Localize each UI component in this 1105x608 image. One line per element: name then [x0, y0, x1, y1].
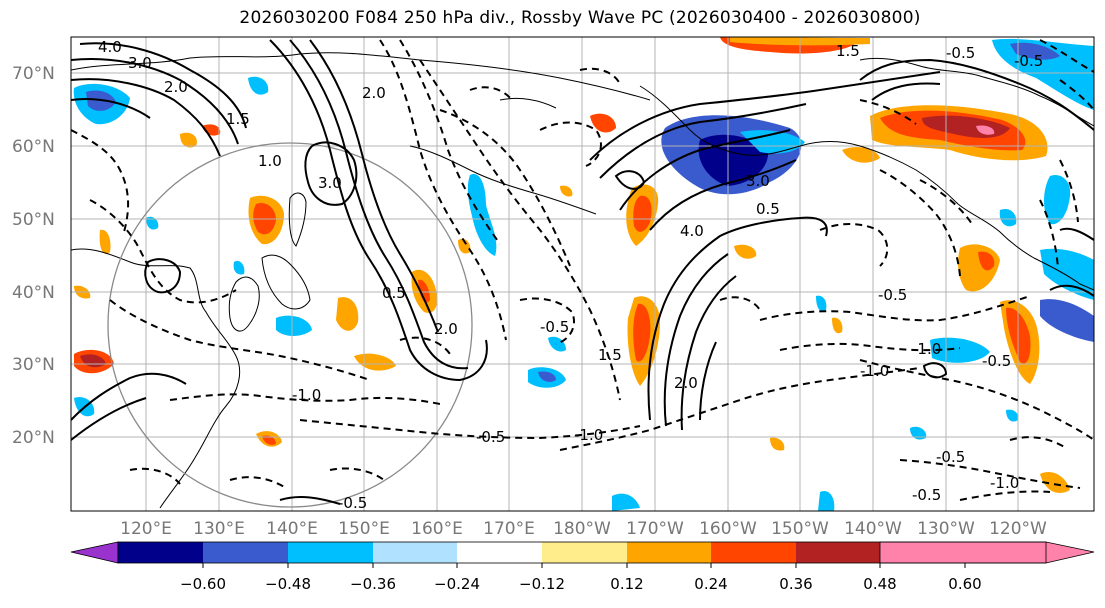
lon-label-140w: 140°W [844, 519, 902, 539]
colorbar-tick-label: 0.36 [779, 575, 812, 593]
colorbar-segment [627, 542, 711, 563]
contour-label: -1.0 [860, 362, 889, 380]
colorbar-segment [288, 542, 373, 563]
lon-label-130w: 130°W [917, 519, 975, 539]
contour-label: 0.5 [382, 284, 406, 302]
lon-label-170w: 170°W [626, 519, 684, 539]
colorbar-tick-label: 0.24 [694, 575, 727, 593]
contour-label: -1.0 [292, 386, 321, 404]
graticule [71, 37, 1094, 511]
contour-label: -0.5 [912, 486, 941, 504]
contour-label: -0.5 [946, 44, 975, 62]
map-panel: 4.0 3.0 2.0 1.5 1.0 3.0 2.0 0.5 2.0 -1.0… [71, 37, 1094, 512]
lat-label-50n: 50°N [12, 210, 55, 230]
dashed-contours [71, 39, 1094, 501]
contour-label: 4.0 [98, 38, 122, 56]
colorbar-tick-label: 0.48 [863, 575, 896, 593]
latitude-labels: 70°N 60°N 50°N 40°N 30°N 20°N [12, 64, 55, 448]
contour-label: -1.0 [990, 474, 1019, 492]
contour-label: -1.0 [912, 340, 941, 358]
lon-label-130e: 130°E [193, 519, 245, 539]
contour-label: 1.5 [836, 42, 860, 60]
lon-label-150w: 150°W [771, 519, 829, 539]
solid-contours [71, 39, 1094, 505]
colorbar-segment [796, 542, 880, 563]
contour-label: -0.5 [878, 286, 907, 304]
contour-label: 1.5 [598, 346, 622, 364]
lon-label-140e: 140°E [266, 519, 318, 539]
colorbar-segment [203, 542, 288, 563]
contour-labels: 4.0 3.0 2.0 1.5 1.0 3.0 2.0 0.5 2.0 -1.0… [98, 38, 1043, 512]
contour-label: 2.0 [434, 320, 458, 338]
contour-label: -0.5 [936, 448, 965, 466]
lat-label-20n: 20°N [12, 428, 55, 448]
contour-label: 2.0 [362, 84, 386, 102]
contour-label: 1.5 [226, 110, 250, 128]
contour-label: -0.5 [338, 494, 367, 512]
colorbar-segment [373, 542, 457, 563]
colorbar-tick-label: −0.12 [519, 575, 565, 593]
colorbar-extend-high [879, 541, 1095, 564]
contour-label: 4.0 [680, 222, 704, 240]
lon-label-150e: 150°E [338, 519, 390, 539]
positive-shading [74, 37, 1070, 493]
contour-label: -1.0 [574, 426, 603, 444]
lat-label-70n: 70°N [12, 64, 55, 84]
map-frame [70, 36, 1095, 512]
contour-label: -0.5 [982, 352, 1011, 370]
contour-label: 0.5 [756, 200, 780, 218]
contour-label: 3.0 [128, 54, 152, 72]
lon-label-180w: 180°W [553, 519, 611, 539]
colorbar-segment [711, 542, 796, 563]
contour-label: 2.0 [674, 374, 698, 392]
contour-label: 2.0 [164, 78, 188, 96]
contour-label: -0.5 [540, 318, 569, 336]
contour-label: 3.0 [318, 174, 342, 192]
colorbar-tick-label: −0.48 [265, 575, 311, 593]
map-title: 2026030200 F084 250 hPa div., Rossby Wav… [239, 8, 921, 28]
colorbar-tick-label: −0.24 [434, 575, 480, 593]
lon-label-120e: 120°E [120, 519, 172, 539]
colorbar: −0.60 −0.48 −0.36 −0.24 −0.12 0.12 0.24 … [70, 541, 1095, 593]
colorbar-tick-label: 0.12 [610, 575, 643, 593]
contour-label: 1.0 [258, 152, 282, 170]
colorbar-tick-label: −0.36 [350, 575, 396, 593]
contour-label: -0.5 [1014, 52, 1043, 70]
lon-label-170e: 170°E [483, 519, 535, 539]
lon-label-160e: 160°E [411, 519, 463, 539]
lat-label-60n: 60°N [12, 137, 55, 157]
range-circle [107, 142, 473, 508]
colorbar-segment [118, 542, 203, 563]
colorbar-extend-low [70, 541, 119, 564]
colorbar-segment [542, 542, 627, 563]
lat-label-30n: 30°N [12, 355, 55, 375]
contour-label: -0.5 [476, 428, 505, 446]
colorbar-tick-label: 0.60 [948, 575, 981, 593]
longitude-labels: 120°E 130°E 140°E 150°E 160°E 170°E 180°… [120, 519, 1047, 539]
lon-label-120w: 120°W [989, 519, 1047, 539]
lon-label-160w: 160°W [699, 519, 757, 539]
colorbar-tick-label: −0.60 [180, 575, 226, 593]
lat-label-40n: 40°N [12, 283, 55, 303]
contour-label: 3.0 [746, 172, 770, 190]
coastlines [71, 52, 1094, 509]
colorbar-segment [457, 542, 542, 563]
